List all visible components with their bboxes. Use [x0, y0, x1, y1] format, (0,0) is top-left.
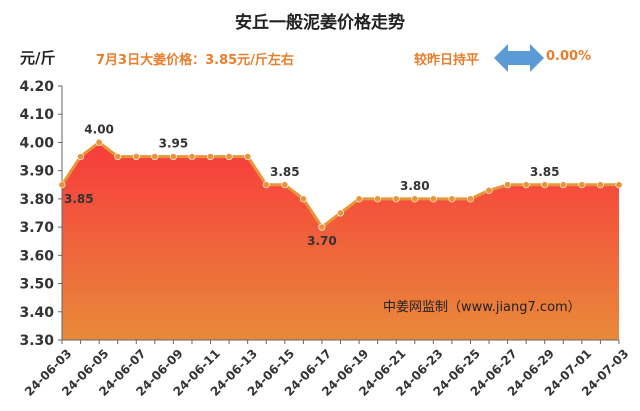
data-label: 4.00	[84, 122, 114, 136]
price-area	[62, 142, 619, 340]
data-point-24-07-03	[615, 181, 623, 189]
data-point-24-06-24	[448, 195, 456, 203]
data-point-24-06-22	[411, 195, 419, 203]
data-label: 3.85	[270, 165, 300, 179]
data-point-24-06-05	[95, 138, 103, 146]
change-value: 0.00%	[546, 49, 592, 64]
y-tick-label: 3.30	[19, 333, 54, 349]
y-tick-label: 4.00	[19, 135, 54, 151]
y-tick-label: 3.40	[19, 305, 54, 321]
data-label: 3.70	[307, 234, 337, 248]
y-tick-label: 4.10	[19, 107, 54, 123]
data-label: 3.85	[530, 165, 560, 179]
watermark: 中姜网监制（www.jiang7.com）	[383, 300, 581, 315]
data-point-24-06-12	[225, 153, 233, 161]
data-point-24-06-10	[188, 153, 196, 161]
y-tick-label: 3.60	[19, 248, 54, 264]
data-point-24-06-25	[466, 195, 474, 203]
y-tick-label: 3.70	[19, 220, 54, 236]
data-point-24-06-21	[392, 195, 400, 203]
data-point-24-06-19	[355, 195, 363, 203]
data-point-24-06-04	[77, 153, 85, 161]
change-label: 较昨日持平	[414, 53, 480, 68]
left-right-arrow-icon	[494, 44, 544, 72]
data-point-24-06-26	[485, 186, 493, 194]
y-tick-label: 4.20	[19, 79, 54, 95]
data-point-24-06-27	[504, 181, 512, 189]
data-point-24-06-13	[244, 153, 252, 161]
data-point-24-07-02	[596, 181, 604, 189]
y-tick-label: 3.90	[19, 164, 54, 180]
data-label: 3.95	[159, 137, 189, 151]
data-point-24-06-06	[114, 153, 122, 161]
data-label: 3.85	[64, 192, 94, 206]
data-point-24-06-14	[262, 181, 270, 189]
data-point-24-06-08	[151, 153, 159, 161]
data-label: 3.80	[400, 179, 430, 193]
y-axis-unit-label: 元/斤	[20, 49, 56, 67]
data-point-24-06-20	[374, 195, 382, 203]
chart-title: 安丘一般泥姜价格走势	[235, 13, 405, 33]
data-point-24-07-01	[578, 181, 586, 189]
data-point-24-06-07	[132, 153, 140, 161]
price-note: 7月3日大姜价格：3.85元/斤左右	[96, 53, 294, 68]
data-point-24-06-03	[58, 181, 66, 189]
data-point-24-06-17	[318, 223, 326, 231]
data-point-24-06-23	[429, 195, 437, 203]
data-point-24-06-15	[281, 181, 289, 189]
data-point-24-06-28	[522, 181, 530, 189]
data-point-24-06-09	[169, 153, 177, 161]
data-point-24-06-30	[559, 181, 567, 189]
data-point-24-06-16	[299, 195, 307, 203]
data-point-24-06-18	[336, 209, 344, 217]
data-point-24-06-29	[541, 181, 549, 189]
y-tick-label: 3.80	[19, 192, 54, 208]
y-tick-label: 3.50	[19, 277, 54, 293]
data-point-24-06-11	[207, 153, 215, 161]
